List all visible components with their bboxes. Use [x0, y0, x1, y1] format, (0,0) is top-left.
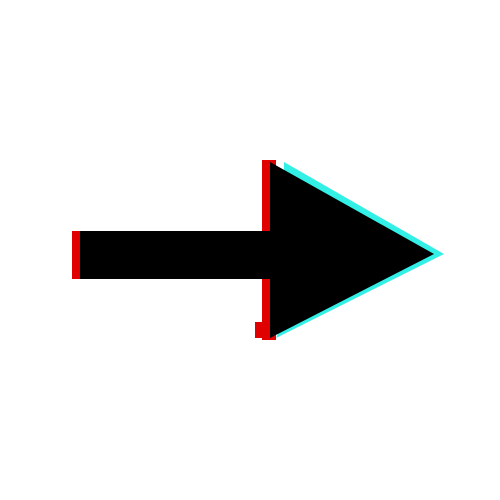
arrow-shaft: [80, 231, 280, 279]
arrow-body: [80, 162, 434, 338]
arrow-head: [270, 162, 434, 338]
